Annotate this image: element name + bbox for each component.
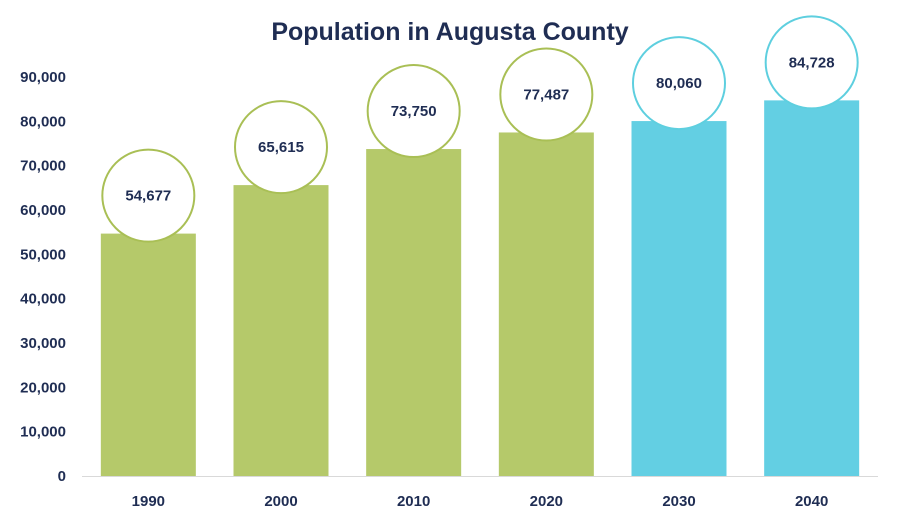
y-tick-label: 0 (58, 468, 66, 485)
x-tick-label: 2030 (662, 493, 695, 510)
y-tick-label: 20,000 (20, 379, 66, 396)
x-tick-label: 2010 (397, 493, 430, 510)
data-label-circle (764, 15, 859, 110)
x-tick-label: 1990 (132, 493, 165, 510)
data-label-circle (499, 47, 594, 142)
data-label: 54,677 (125, 188, 171, 205)
bar (233, 185, 329, 477)
data-label-circle (101, 148, 196, 243)
y-tick-label: 70,000 (20, 158, 66, 175)
data-label: 73,750 (391, 103, 437, 120)
y-tick-label: 40,000 (20, 291, 66, 308)
bar (100, 233, 196, 476)
chart-title: Population in Augusta County (271, 18, 629, 46)
y-tick-label: 80,000 (20, 113, 66, 130)
bar (764, 100, 860, 477)
data-label-circle (234, 100, 328, 195)
x-tick-label: 2040 (795, 493, 828, 510)
bar (498, 132, 594, 476)
y-tick-label: 90,000 (20, 69, 66, 86)
y-tick-label: 60,000 (20, 202, 66, 219)
data-label: 77,487 (523, 86, 569, 103)
data-label-circle (632, 36, 726, 131)
x-tick-label: 2020 (530, 493, 563, 510)
data-label: 84,728 (789, 54, 835, 71)
data-label-circle (366, 64, 461, 159)
data-label: 65,615 (258, 139, 304, 156)
data-label: 80,060 (656, 75, 702, 92)
y-tick-label: 30,000 (20, 335, 66, 352)
y-tick-label: 50,000 (20, 246, 66, 263)
y-tick-label: 10,000 (20, 424, 66, 441)
bar (366, 149, 462, 476)
x-tick-label: 2000 (264, 493, 297, 510)
bar (631, 121, 727, 477)
